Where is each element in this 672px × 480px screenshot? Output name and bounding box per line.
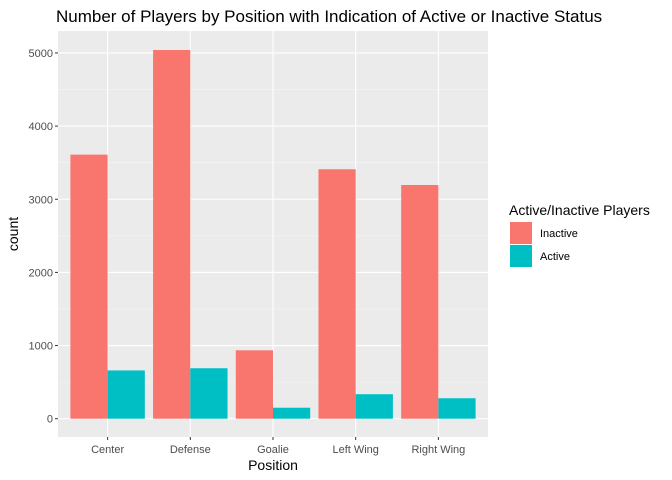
bar-inactive-right-wing [401,184,439,419]
x-tick-label: Defense [170,444,211,456]
legend: Active/Inactive Players Inactive Active [509,202,650,267]
y-tick-label: 2000 [29,267,53,279]
x-tick-label: Center [91,444,124,456]
y-tick-label: 3000 [29,194,53,206]
bar-inactive-goalie [235,350,273,419]
legend-items: Inactive Active [510,222,578,267]
legend-label-active: Active [540,251,570,263]
x-axis-ticks: Center Defense Goalie Left Wing Right Wing [91,437,465,456]
legend-key-active [510,245,532,267]
bar-inactive-left-wing [318,169,356,419]
x-tick-label: Right Wing [411,444,465,456]
bar-inactive-center [70,154,108,419]
x-tick-label: Left Wing [332,444,378,456]
bars [70,50,476,419]
bar-active-defense [190,368,228,419]
x-tick-label: Goalie [257,444,289,456]
y-axis-title: count [5,217,21,251]
bar-active-left-wing [355,394,393,419]
y-tick-label: 5000 [29,48,53,60]
y-axis-ticks: 0 1000 2000 3000 4000 5000 [29,48,58,426]
legend-title: Active/Inactive Players [509,202,650,218]
bar-active-goalie [273,407,311,419]
y-tick-label: 0 [47,414,53,426]
bar-active-right-wing [438,398,476,419]
y-tick-label: 4000 [29,121,53,133]
bar-active-center [107,370,145,419]
bar-inactive-defense [153,50,191,419]
legend-label-inactive: Inactive [540,228,578,240]
chart-title: Number of Players by Position with Indic… [56,7,602,26]
legend-key-inactive [510,222,532,244]
x-axis-title: Position [248,457,298,473]
y-tick-label: 1000 [29,341,53,353]
